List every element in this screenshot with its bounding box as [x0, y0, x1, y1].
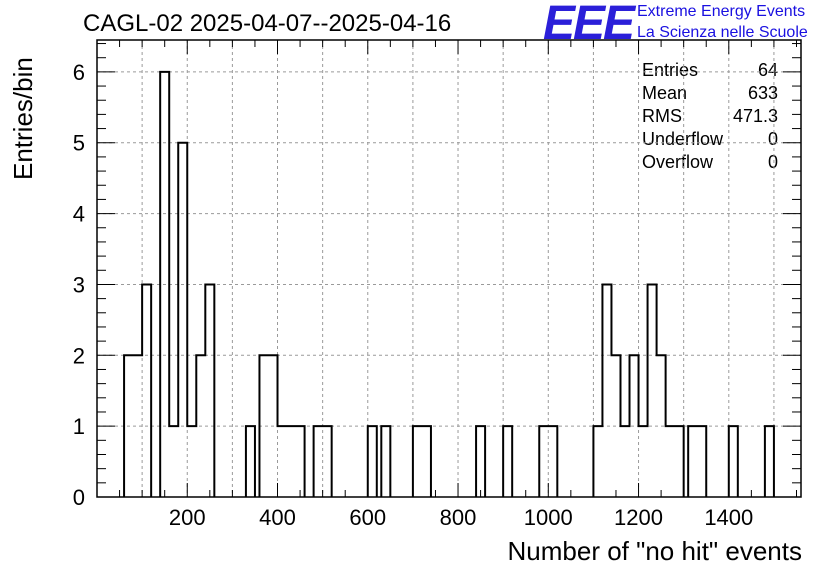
histogram-bin — [268, 355, 277, 497]
histogram-bin — [657, 355, 666, 497]
stat-label-mean: Mean — [642, 83, 688, 103]
histogram-bin — [729, 426, 738, 497]
histogram-bin — [539, 426, 548, 497]
x-tick-label: 200 — [169, 505, 206, 530]
histogram-bin — [314, 426, 323, 497]
histogram-bin — [620, 426, 629, 497]
histogram-bin — [548, 426, 557, 497]
stat-label-rms: RMS — [642, 106, 682, 126]
plot-frame — [96, 39, 802, 498]
chart-title: CAGL-02 2025-04-07--2025-04-16 — [83, 10, 452, 37]
histogram-bin — [187, 426, 196, 497]
histogram-bin — [639, 426, 648, 497]
y-tick-label: 0 — [73, 485, 85, 510]
y-tick-label: 1 — [73, 414, 85, 439]
y-tick-label: 2 — [73, 343, 85, 368]
stat-value-underflow: 0 — [767, 129, 778, 149]
y-tick-label: 3 — [73, 272, 85, 297]
histogram-bin — [593, 426, 602, 497]
stat-label-underflow: Underflow — [642, 129, 724, 149]
histogram-bin — [503, 426, 512, 497]
histogram-bin — [287, 426, 296, 497]
histogram-bin — [133, 355, 142, 497]
stat-value-overflow: 0 — [767, 152, 778, 172]
histogram-bin — [124, 355, 133, 497]
histogram-bin — [413, 426, 422, 497]
histogram-bin — [368, 426, 377, 497]
logo-line-2: La Scienza nelle Scuole — [637, 24, 808, 41]
stat-value-mean: 633 — [747, 83, 778, 103]
histogram-bin — [688, 426, 697, 497]
histogram-bin — [611, 355, 620, 497]
histogram-bin — [205, 284, 214, 497]
x-tick-label: 1200 — [614, 505, 663, 530]
histogram-bin — [278, 426, 287, 497]
histogram-bin — [323, 426, 332, 497]
x-tick-label: 600 — [349, 505, 386, 530]
histogram-bin — [259, 355, 268, 497]
x-tick-label: 1400 — [704, 505, 753, 530]
histogram-bin — [697, 426, 706, 497]
logo-line-1: Extreme Energy Events — [637, 3, 806, 20]
histogram-bin — [196, 355, 205, 497]
histogram-bin — [169, 426, 178, 497]
histogram-bin — [602, 284, 611, 497]
x-tick-label: 400 — [259, 505, 296, 530]
histogram-bin — [422, 426, 431, 497]
y-tick-label: 5 — [73, 131, 85, 156]
stat-label-overflow: Overflow — [642, 152, 714, 172]
y-axis-label: Entries/bin — [8, 57, 38, 180]
histogram-bin — [630, 355, 639, 497]
histogram-outline — [123, 70, 775, 497]
histogram-bin — [381, 426, 390, 497]
x-tick-label: 800 — [440, 505, 477, 530]
histogram-bin — [296, 426, 305, 497]
histogram-bin — [476, 426, 485, 497]
stat-value-rms: 471.3 — [732, 106, 778, 126]
histogram-bin — [666, 426, 675, 497]
x-tick-label: 1000 — [524, 505, 573, 530]
histogram-bin — [160, 72, 169, 497]
x-axis-label: Number of "no hit" events — [507, 536, 803, 566]
histogram-bin — [675, 426, 684, 497]
histogram-bin — [648, 284, 657, 497]
y-tick-label: 4 — [73, 202, 85, 227]
y-tick-label: 6 — [73, 60, 85, 85]
stat-value-entries: 64 — [757, 60, 778, 80]
histogram-bin — [142, 284, 151, 497]
histogram-bin — [178, 143, 187, 497]
histogram-bin — [765, 426, 774, 497]
histogram-bin — [246, 426, 255, 497]
